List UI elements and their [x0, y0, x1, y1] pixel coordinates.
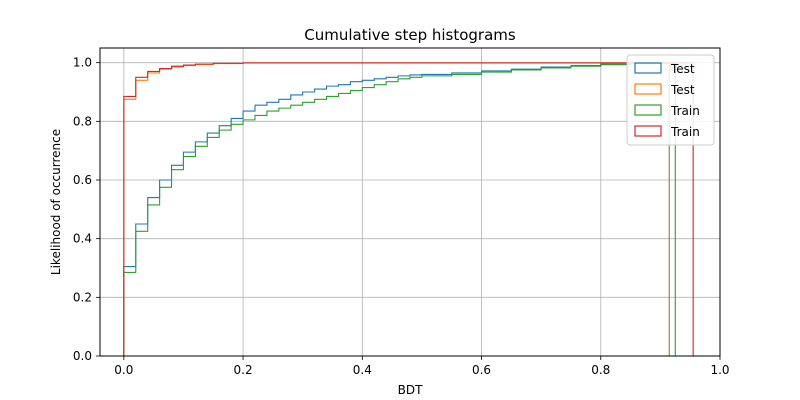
y-tick-label: 0.2	[73, 290, 92, 304]
y-tick-label: 1.0	[73, 56, 92, 70]
legend-label: Test	[670, 83, 695, 97]
plot-frame	[99, 47, 721, 357]
legend: Test Test Train Train	[626, 54, 715, 146]
y-tick-label: 0.4	[73, 232, 92, 246]
legend-box	[626, 54, 715, 146]
y-tick-label: 0.6	[73, 173, 92, 187]
y-tick-label: 0.8	[73, 114, 92, 128]
x-axis-label: BDT	[398, 383, 423, 397]
x-axis-ticks: 0.0 0.2 0.4 0.6 0.8 1.0	[114, 356, 730, 377]
y-tick-label: 0.0	[73, 349, 92, 363]
legend-swatch	[634, 83, 662, 95]
x-tick-label: 0.4	[353, 363, 372, 377]
x-tick-label: 0.0	[114, 363, 133, 377]
y-axis-label: Likelihood of occurrence	[49, 129, 63, 275]
series-line-4	[123, 62, 694, 356]
legend-label: Test	[670, 62, 695, 76]
legend-label: Train	[670, 125, 700, 139]
legend-swatch	[634, 125, 662, 137]
series-lines	[123, 62, 694, 356]
legend-swatch	[634, 104, 662, 116]
x-tick-label: 0.6	[472, 363, 491, 377]
legend-label: Train	[670, 104, 700, 118]
series-line-3	[123, 62, 676, 356]
chart-title: Cumulative step histograms	[304, 26, 516, 44]
x-tick-label: 0.8	[591, 363, 610, 377]
x-tick-label: 0.2	[234, 363, 253, 377]
legend-swatch	[634, 62, 662, 74]
x-tick-label: 1.0	[710, 363, 729, 377]
y-axis-ticks: 0.0 0.2 0.4 0.6 0.8 1.0	[73, 56, 100, 363]
